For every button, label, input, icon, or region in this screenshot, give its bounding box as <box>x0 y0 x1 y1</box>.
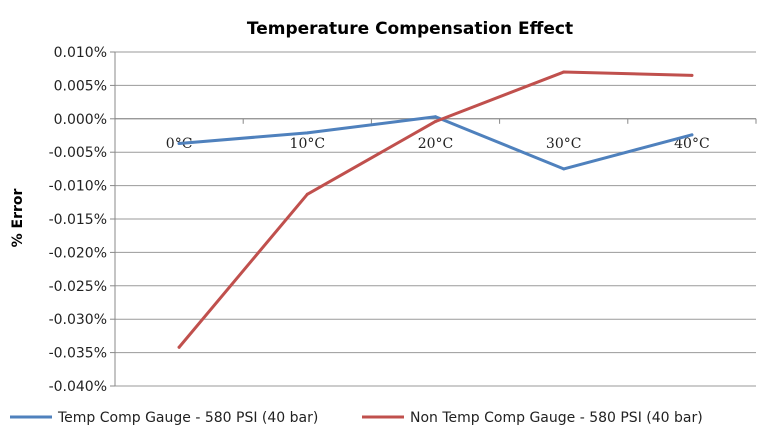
data-point <box>690 73 694 77</box>
y-tick-label: 0.000% <box>54 112 107 128</box>
y-tick-label: -0.030% <box>49 312 107 328</box>
axes <box>110 51 757 387</box>
y-tick-label: -0.040% <box>49 379 107 395</box>
y-tick-label: 0.010% <box>54 45 107 61</box>
data-point <box>562 70 566 74</box>
data-point <box>177 142 181 146</box>
legend: Temp Comp Gauge - 580 PSI (40 bar) Non Te… <box>10 410 703 426</box>
y-tick-label: -0.005% <box>49 145 107 161</box>
data-point <box>177 345 181 349</box>
data-point <box>305 131 309 135</box>
y-tick-label: -0.010% <box>49 179 107 195</box>
chart-title: Temperature Compensation Effect <box>247 19 573 39</box>
x-tick-label: 20°C <box>418 136 454 152</box>
legend-label-1: Temp Comp Gauge - 580 PSI (40 bar) <box>57 410 318 426</box>
y-tick-label: -0.020% <box>49 245 107 261</box>
y-tick-label: -0.035% <box>49 346 107 362</box>
data-point <box>562 167 566 171</box>
x-tick-label: 10°C <box>290 136 326 152</box>
data-point <box>434 119 437 123</box>
x-tick-label: 30°C <box>546 136 582 152</box>
y-tick-label: -0.025% <box>49 279 107 295</box>
y-tick-label: -0.015% <box>49 212 107 228</box>
series-line-2 <box>177 70 694 349</box>
series-lines <box>177 70 694 349</box>
y-tick-labels: 0.010% 0.005% 0.000% -0.005% -0.010% -0.015% -… <box>49 45 107 395</box>
y-axis-label: % Error <box>10 189 26 248</box>
data-point <box>305 192 309 196</box>
gridlines <box>115 51 756 387</box>
y-tick-label: 0.005% <box>54 78 107 94</box>
data-point <box>434 115 437 119</box>
legend-label-2: Non Temp Comp Gauge - 580 PSI (40 bar) <box>410 410 703 426</box>
data-point <box>690 133 694 137</box>
x-tick-label: 40°C <box>674 136 710 152</box>
